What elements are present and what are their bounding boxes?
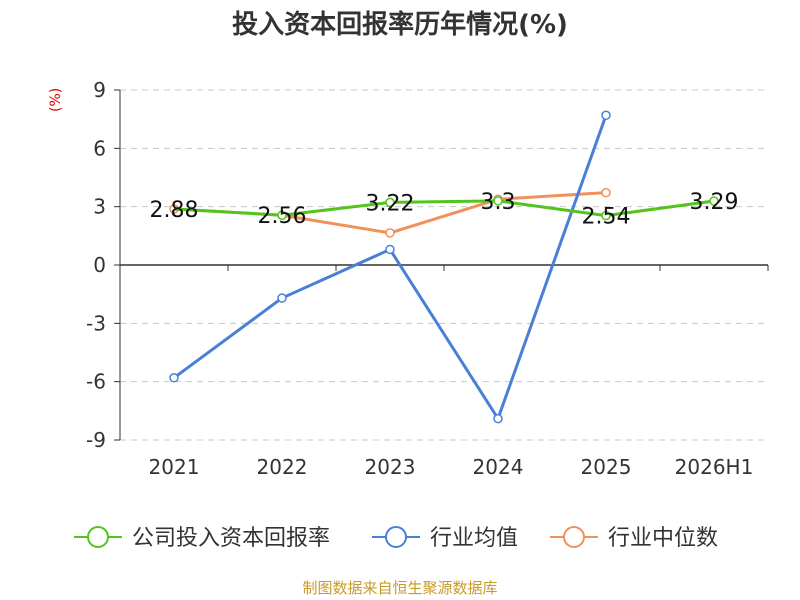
data-label: 2.88 bbox=[150, 198, 199, 223]
y-tick-label: -6 bbox=[86, 370, 106, 394]
source-note: 制图数据来自恒生聚源数据库 bbox=[302, 579, 498, 597]
legend-label: 行业中位数 bbox=[608, 526, 718, 551]
legend-marker bbox=[87, 526, 109, 548]
data-label: 2.56 bbox=[258, 204, 307, 229]
legend-marker bbox=[385, 526, 407, 548]
data-point bbox=[169, 373, 179, 383]
data-point bbox=[493, 413, 503, 424]
x-tick-label: 2026H1 bbox=[675, 455, 754, 479]
data-label: 3.29 bbox=[690, 190, 739, 215]
data-point bbox=[601, 110, 611, 121]
x-tick-label: 2021 bbox=[149, 455, 200, 479]
x-tick-label: 2025 bbox=[581, 455, 632, 479]
data-label: 3.22 bbox=[366, 191, 415, 216]
data-label: 3.3 bbox=[481, 190, 516, 215]
data-point bbox=[277, 293, 287, 303]
data-point bbox=[385, 228, 395, 238]
data-point bbox=[709, 196, 719, 206]
legend-marker bbox=[563, 526, 585, 548]
series-line bbox=[173, 114, 608, 421]
legend-label: 行业均值 bbox=[430, 526, 518, 551]
data-point bbox=[385, 197, 395, 208]
data-point bbox=[601, 210, 611, 221]
data-point bbox=[493, 196, 503, 206]
data-label: 2.54 bbox=[582, 205, 631, 230]
y-tick-label: 0 bbox=[93, 253, 106, 277]
x-tick-label: 2023 bbox=[365, 455, 416, 479]
data-point bbox=[385, 244, 395, 255]
y-tick-label: -9 bbox=[86, 428, 106, 452]
y-tick-label: 6 bbox=[93, 136, 106, 160]
data-point bbox=[601, 187, 611, 198]
y-tick-label: 9 bbox=[93, 78, 106, 102]
x-tick-label: 2022 bbox=[257, 455, 308, 479]
y-tick-label: -3 bbox=[86, 311, 106, 335]
series-line bbox=[173, 199, 715, 218]
data-point bbox=[277, 210, 287, 220]
x-tick-label: 2024 bbox=[473, 455, 524, 479]
chart-title: 投入资本回报率历年情况(%) bbox=[232, 10, 568, 40]
y-tick-label: 3 bbox=[93, 195, 106, 219]
legend-label: 公司投入资本回报率 bbox=[132, 526, 330, 551]
